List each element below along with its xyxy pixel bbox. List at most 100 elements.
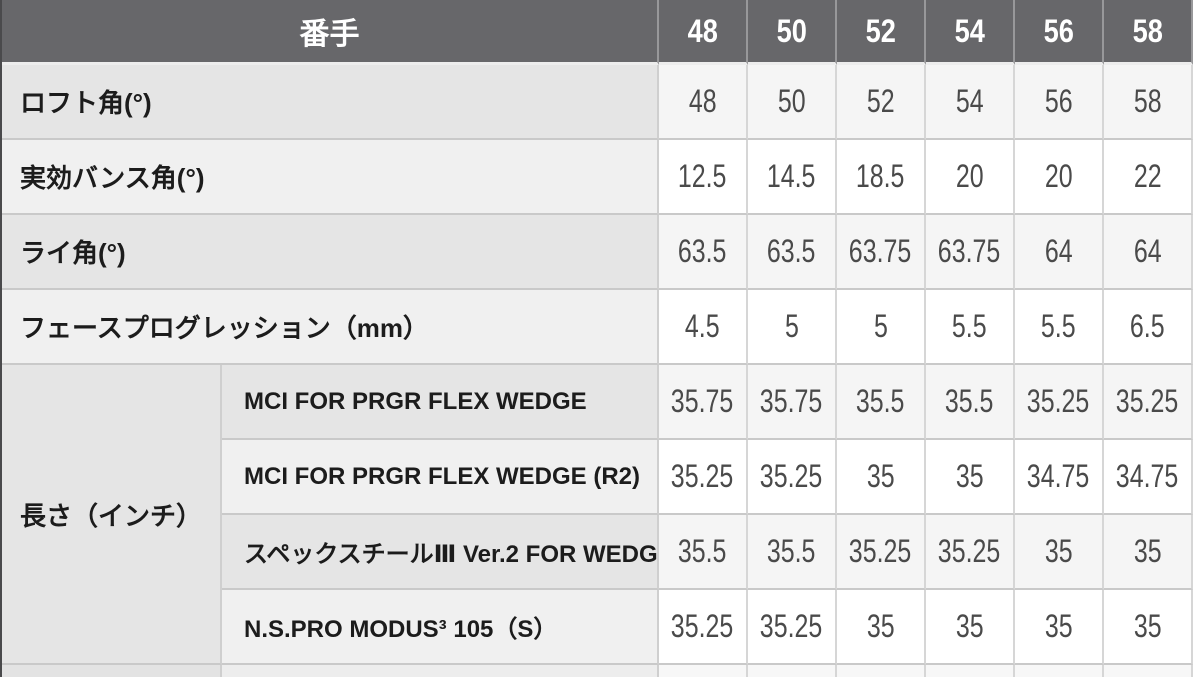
- length-shaft-row-2: MCI FOR PRGR FLEX WEDGE (R2) 35.25 35.25…: [2, 440, 1193, 515]
- partial-sublabel-cell: [222, 665, 659, 677]
- shaft-name: N.S.PRO MODUS³ 105（S）: [222, 590, 659, 665]
- header-col-54: 54: [926, 0, 1015, 65]
- partial-value-cell: [926, 665, 1015, 677]
- header-col-value: 56: [1043, 12, 1074, 49]
- spec-value-cell: 35.5: [926, 365, 1015, 440]
- spec-value: 63.75: [938, 233, 1001, 269]
- spec-value: 35.5: [945, 383, 994, 419]
- header-col-value: 54: [954, 12, 985, 49]
- spec-value: 5.5: [1041, 308, 1076, 344]
- spec-value-cell: 35: [837, 440, 926, 515]
- shaft-name: スペックスチールⅢ Ver.2 FOR WEDGE: [222, 515, 659, 590]
- length-section-label: 長さ（インチ）: [2, 365, 222, 665]
- spec-value-cell: 35.5: [659, 515, 748, 590]
- header-col-50: 50: [748, 0, 837, 65]
- spec-value: 18.5: [856, 158, 905, 194]
- spec-value: 35: [1044, 608, 1073, 644]
- partial-value-cell: [659, 665, 748, 677]
- spec-value: 35.5: [767, 533, 816, 569]
- spec-value-cell: 35.25: [659, 440, 748, 515]
- lie-angle-label: ライ角(°): [2, 215, 659, 290]
- spec-value: 35: [1133, 533, 1162, 569]
- spec-value-cell: 20: [1015, 140, 1104, 215]
- partial-label-cell: [2, 665, 222, 677]
- spec-value-cell: 64: [1015, 215, 1104, 290]
- spec-value-cell: 5: [837, 290, 926, 365]
- spec-value-cell: 35.75: [748, 365, 837, 440]
- spec-value: 63.5: [767, 233, 816, 269]
- face-progression-label: フェースプログレッション（mm）: [2, 290, 659, 365]
- spec-value-cell: 5: [748, 290, 837, 365]
- spec-value: 5.5: [952, 308, 987, 344]
- length-shaft-row-4: N.S.PRO MODUS³ 105（S） 35.25 35.25 35 35 …: [2, 590, 1193, 665]
- spec-value: 35.25: [1116, 383, 1179, 419]
- spec-value: 20: [955, 158, 984, 194]
- spec-value: 35.25: [760, 608, 823, 644]
- loft-angle-row: ロフト角(°) 48 50 52 54 56 58: [2, 65, 1193, 140]
- spec-value-cell: 64: [1104, 215, 1193, 290]
- spec-value-cell: 35.25: [748, 590, 837, 665]
- spec-value: 35: [866, 458, 895, 494]
- spec-value-cell: 35.25: [748, 440, 837, 515]
- partial-value-cell: [748, 665, 837, 677]
- header-col-48: 48: [659, 0, 748, 65]
- lie-angle-row: ライ角(°) 63.5 63.5 63.75 63.75 64 64: [2, 215, 1193, 290]
- spec-value: 35.5: [678, 533, 727, 569]
- spec-value: 64: [1044, 233, 1073, 269]
- partial-value-cell: [837, 665, 926, 677]
- spec-value-cell: 35: [1015, 515, 1104, 590]
- spec-value-cell: 18.5: [837, 140, 926, 215]
- spec-value: 6.5: [1130, 308, 1165, 344]
- spec-value-cell: 12.5: [659, 140, 748, 215]
- spec-value-cell: 35: [837, 590, 926, 665]
- spec-value-cell: 63.5: [748, 215, 837, 290]
- spec-value-cell: 35: [926, 590, 1015, 665]
- spec-value-cell: 48: [659, 65, 748, 140]
- spec-value-cell: 63.75: [926, 215, 1015, 290]
- bounce-angle-row: 実効バンス角(°) 12.5 14.5 18.5 20 20 22: [2, 140, 1193, 215]
- header-col-value: 52: [865, 12, 896, 49]
- spec-value-cell: 52: [837, 65, 926, 140]
- spec-value: 20: [1044, 158, 1073, 194]
- spec-value-cell: 14.5: [748, 140, 837, 215]
- spec-value-cell: 35: [1104, 515, 1193, 590]
- spec-value: 4.5: [685, 308, 720, 344]
- spec-value-cell: 34.75: [1015, 440, 1104, 515]
- header-col-58: 58: [1104, 0, 1193, 65]
- spec-value: 35: [1133, 608, 1162, 644]
- spec-value: 35.75: [760, 383, 823, 419]
- spec-value-cell: 35: [926, 440, 1015, 515]
- spec-value-cell: 34.75: [1104, 440, 1193, 515]
- header-club-number-label: 番手: [2, 0, 659, 65]
- spec-value-cell: 35.25: [1104, 365, 1193, 440]
- spec-value-cell: 5.5: [926, 290, 1015, 365]
- spec-value-cell: 50: [748, 65, 837, 140]
- spec-value: 35: [1044, 533, 1073, 569]
- header-row: 番手 48 50 52 54 56 58: [2, 0, 1193, 65]
- spec-value-cell: 35.75: [659, 365, 748, 440]
- spec-value: 50: [777, 83, 806, 119]
- spec-value: 35.25: [671, 458, 734, 494]
- spec-value: 35: [866, 608, 895, 644]
- header-col-value: 48: [687, 12, 718, 49]
- face-progression-row: フェースプログレッション（mm） 4.5 5 5 5.5 5.5 6.5: [2, 290, 1193, 365]
- spec-value-cell: 35.5: [748, 515, 837, 590]
- spec-value: 14.5: [767, 158, 816, 194]
- spec-value-cell: 35: [1015, 590, 1104, 665]
- spec-value-cell: 20: [926, 140, 1015, 215]
- spec-value: 22: [1133, 158, 1162, 194]
- spec-value-cell: 35.5: [837, 365, 926, 440]
- spec-value-cell: 35: [1104, 590, 1193, 665]
- spec-value-cell: 4.5: [659, 290, 748, 365]
- spec-value-cell: 63.75: [837, 215, 926, 290]
- spec-value: 5: [873, 308, 888, 344]
- spec-value: 64: [1133, 233, 1162, 269]
- header-col-value: 50: [776, 12, 807, 49]
- spec-value: 54: [955, 83, 984, 119]
- spec-value-cell: 56: [1015, 65, 1104, 140]
- spec-value-cell: 35.25: [659, 590, 748, 665]
- spec-value: 63.5: [678, 233, 727, 269]
- spec-value-cell: 63.5: [659, 215, 748, 290]
- spec-value-cell: 6.5: [1104, 290, 1193, 365]
